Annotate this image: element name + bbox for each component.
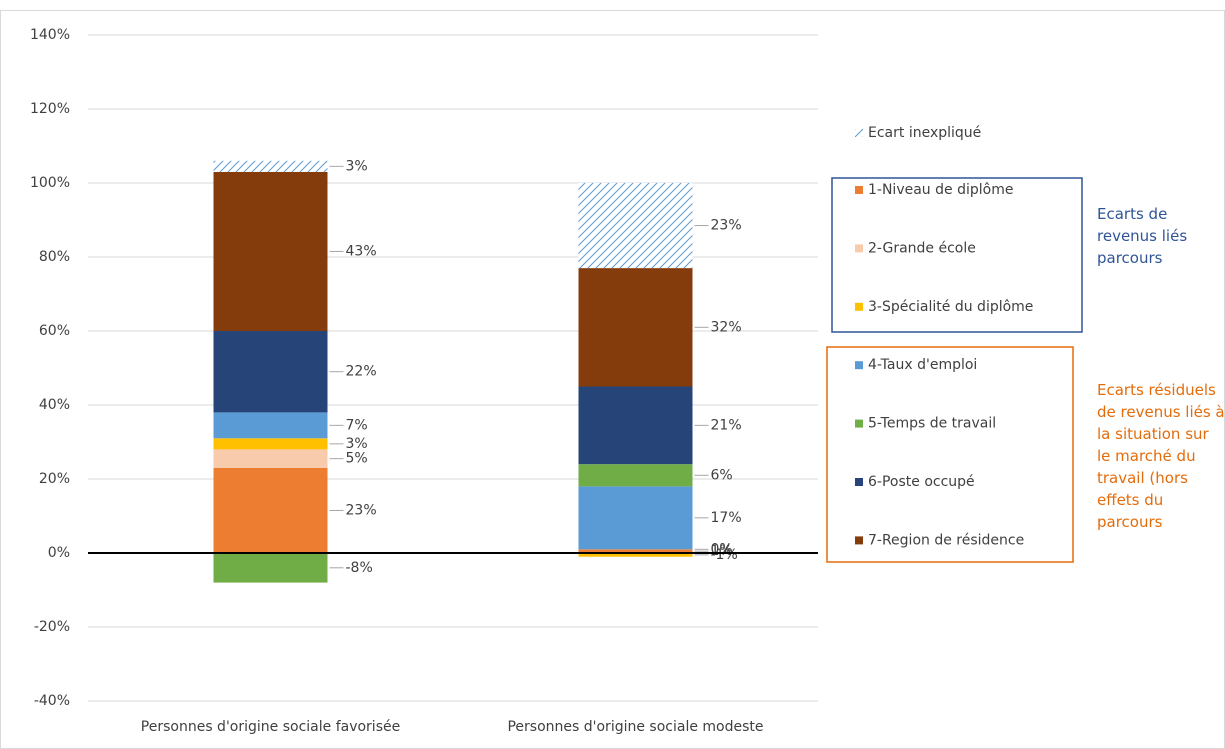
value-label: -1%: [711, 547, 738, 563]
value-label: 17%: [711, 510, 742, 526]
legend-box: [826, 346, 1074, 563]
value-label: 21%: [711, 417, 742, 433]
value-label: 6%: [711, 467, 733, 483]
legend-label: 7-Region de résidence: [868, 532, 1024, 548]
legend-label: 4-Taux d'emploi: [868, 357, 977, 373]
y-tick-label: 140%: [30, 27, 70, 43]
legend-swatch: [855, 129, 863, 137]
y-tick-label: 80%: [39, 249, 70, 265]
legend-label: 2-Grande école: [868, 240, 976, 256]
bar-segment: [578, 553, 693, 557]
y-tick-label: 0%: [48, 545, 70, 561]
value-label: 23%: [346, 502, 377, 518]
legend-swatch: [855, 244, 863, 253]
legend-swatch: [855, 186, 863, 194]
value-label: 22%: [346, 364, 377, 380]
value-label: 32%: [711, 319, 742, 335]
value-label: -8%: [346, 560, 373, 576]
bar-segment: [213, 467, 328, 553]
y-tick-label: -20%: [34, 619, 70, 635]
x-tick-label: Personnes d'origine sociale favorisée: [141, 719, 400, 735]
bar-segment: [213, 553, 328, 583]
y-tick-label: 40%: [39, 397, 70, 413]
value-label: 5%: [346, 451, 368, 467]
annotation: Ecarts résiduels de revenus liés à la si…: [1097, 381, 1225, 531]
x-tick-label: Personnes d'origine sociale modeste: [507, 719, 763, 735]
annotation: Ecarts de revenus liés parcours: [1097, 205, 1188, 267]
bar-segment: [578, 464, 693, 487]
y-tick-label: 120%: [30, 101, 70, 117]
y-tick-label: 20%: [39, 471, 70, 487]
bar-segment: [578, 549, 693, 553]
legend-label: 6-Poste occupé: [868, 474, 975, 490]
legend-swatch: [855, 419, 863, 428]
value-label: 1%: [711, 543, 733, 559]
bar-segment: [213, 331, 328, 413]
value-label: 43%: [346, 243, 377, 259]
legend-swatch: [855, 536, 863, 545]
legend-label: Ecart inexpliqué: [868, 125, 981, 141]
value-label: 3%: [346, 158, 368, 174]
legend-label: 1-Niveau de diplôme: [868, 182, 1013, 198]
bar-segment: [578, 486, 693, 550]
bar-segment: [213, 171, 328, 331]
legend-label: 5-Temps de travail: [868, 416, 996, 432]
legend-box: [831, 177, 1083, 333]
legend-label: 3-Spécialité du diplôme: [868, 299, 1033, 315]
bar-segment: [578, 183, 693, 269]
legend-swatch: [855, 478, 863, 486]
value-label: 3%: [346, 436, 368, 452]
value-label: 7%: [346, 417, 368, 433]
y-tick-label: 60%: [39, 323, 70, 339]
bar-segment: [578, 268, 693, 387]
y-tick-label: -40%: [34, 693, 70, 709]
value-label: 23%: [711, 218, 742, 234]
legend-swatch: [855, 361, 863, 370]
bar-segment: [213, 160, 328, 172]
bar-segment: [213, 449, 328, 468]
bar-segment: [578, 386, 693, 465]
legend-swatch: [855, 302, 863, 311]
bar-segment: [213, 412, 328, 439]
y-tick-label: 100%: [30, 175, 70, 191]
bar-segment: [213, 438, 328, 450]
